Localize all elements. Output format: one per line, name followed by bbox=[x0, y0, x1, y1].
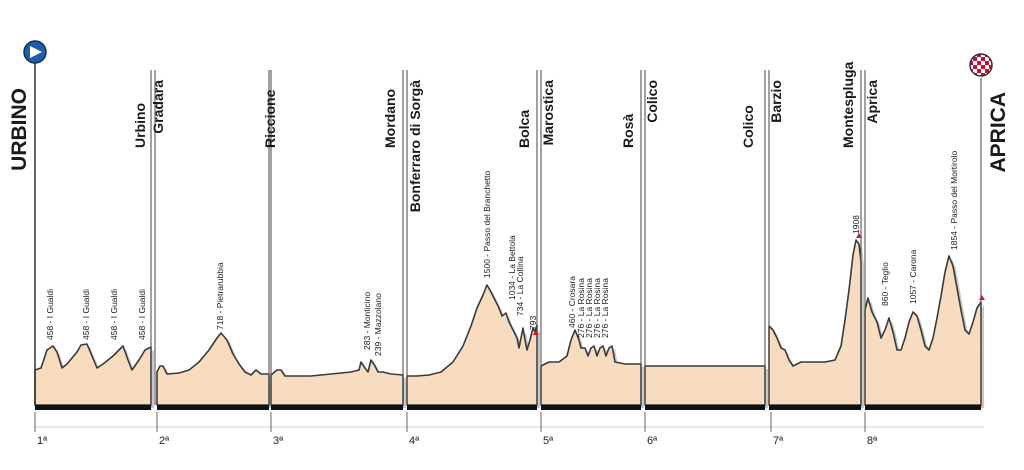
stage-finish-town-label: Mordano bbox=[382, 89, 398, 148]
play-arrow-icon bbox=[23, 40, 47, 64]
stage-number-label: 8ª bbox=[867, 435, 878, 447]
stage-number-label: 7ª bbox=[773, 435, 784, 447]
stage-elevation-profile bbox=[156, 332, 270, 406]
stage-number-label: 4ª bbox=[409, 435, 420, 447]
peak-elevation-label: 239 - Mazzolano bbox=[373, 293, 383, 356]
stage-baseline-bar bbox=[407, 405, 537, 410]
peak-elevation-label: 276 - La Rosina bbox=[592, 278, 602, 338]
peak-elevation-label: 734 - La Collina bbox=[515, 256, 525, 316]
stage-number-label: 6ª bbox=[647, 435, 658, 447]
stage-finish-town-label: Riccione bbox=[262, 89, 278, 148]
stage-baseline-bar bbox=[865, 405, 981, 410]
stage-divider-layer bbox=[34, 62, 982, 432]
peak-elevation-label: 458 - I Gualdi bbox=[81, 289, 91, 340]
stage-baseline-bar bbox=[271, 405, 403, 410]
stage-finish-town-label: Rosà bbox=[620, 114, 636, 148]
stage-start-town-label: Bonferraro di Sorgà bbox=[407, 80, 423, 212]
peak-elevation-label: 283 - Monticino bbox=[362, 292, 372, 350]
stage-number-label: 2ª bbox=[159, 435, 170, 447]
stage-elevation-profile bbox=[768, 239, 862, 406]
stage-elevation-profile bbox=[864, 255, 982, 406]
peak-elevation-label: 1057 - Carona bbox=[908, 249, 918, 304]
profile-fill-layer bbox=[34, 239, 982, 406]
peak-elevation-label: 276 - La Rosina bbox=[600, 278, 610, 338]
icon-layer bbox=[23, 40, 993, 335]
peak-elevation-label: 460 - Crosara bbox=[567, 276, 577, 328]
peak-elevation-label: 276 - La Rosina bbox=[576, 278, 586, 338]
stage-elevation-profile bbox=[540, 329, 642, 406]
stage-start-town-label: Barzio bbox=[768, 80, 784, 123]
finish-town-label: APRICA bbox=[987, 92, 1010, 173]
stage-finish-town-label: Montespluga bbox=[840, 61, 856, 148]
stage-start-town-label: Marostica bbox=[540, 80, 556, 146]
stage-baseline-bar bbox=[157, 405, 269, 410]
peak-elevation-label: 276 - La Rosina bbox=[584, 278, 594, 338]
peak-elevation-label: 1854 - Passo del Mortirolo bbox=[949, 151, 959, 250]
stage-baseline-bar bbox=[769, 405, 861, 410]
checkered-flag-icon bbox=[969, 53, 993, 77]
summit-marker-icon bbox=[856, 233, 862, 238]
peak-elevation-label: 458 - I Gualdi bbox=[109, 289, 119, 340]
start-town-label: URBINO bbox=[8, 88, 31, 171]
peak-elevation-label: 458 - I Gualdi bbox=[45, 289, 55, 340]
stage-number-label: 5ª bbox=[543, 435, 554, 447]
peak-elevation-label: 458 - I Gualdi bbox=[137, 289, 147, 340]
stage-number-label: 3ª bbox=[273, 435, 284, 447]
peak-elevation-label: 1908 bbox=[851, 215, 861, 234]
peak-elevation-label: 718 - Pietrarubbia bbox=[215, 262, 225, 330]
stage-finish-town-label: Urbino bbox=[132, 103, 148, 148]
stage-finish-town-label: Bolca bbox=[516, 110, 532, 148]
label-layer: URBINO APRICA Urbino 1ª Gradara Riccione 2ª Mor… bbox=[8, 61, 1010, 447]
peak-elevation-label: 793 bbox=[528, 316, 538, 330]
stage-elevation-profile bbox=[34, 343, 152, 406]
stage-finish-town-label: Colico bbox=[740, 105, 756, 148]
baseline-layer bbox=[33, 405, 984, 428]
peak-elevation-label: 860 - Teglio bbox=[880, 262, 890, 306]
stage-start-town-label: Aprica bbox=[864, 80, 880, 124]
stage-elevation-profile bbox=[270, 359, 404, 406]
peak-elevation-label: 1500 - Passo del Branchetto bbox=[482, 170, 492, 278]
stage-elevation-profile bbox=[406, 284, 538, 406]
stage-start-town-label: Gradara bbox=[150, 80, 166, 134]
stage-elevation-profile bbox=[644, 365, 766, 406]
summit-marker-icon bbox=[533, 330, 539, 335]
stage-baseline-bar bbox=[541, 405, 641, 410]
stage-baseline-bar bbox=[645, 405, 765, 410]
stage-baseline-bar bbox=[35, 405, 151, 410]
stage-number-label: 1ª bbox=[37, 435, 48, 447]
stage-start-town-label: Colico bbox=[644, 80, 660, 123]
summit-marker-icon bbox=[979, 295, 985, 300]
peak-elevation-label: 1034 - La Bettola bbox=[507, 235, 517, 300]
